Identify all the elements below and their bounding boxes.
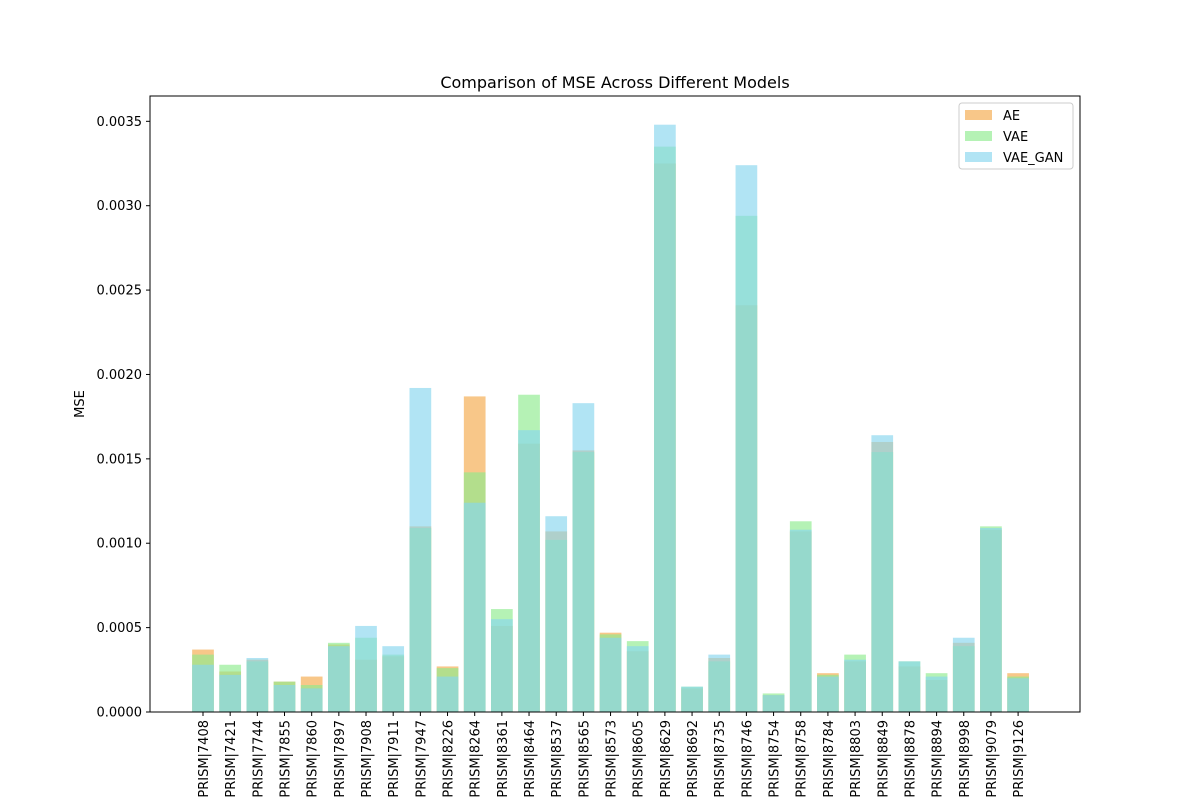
x-tick-label: PRISM|8573 [605, 720, 620, 798]
bar-vae-gan-3 [273, 685, 296, 712]
x-tick-label: PRISM|9126 [1012, 720, 1027, 798]
x-tick-label: PRISM|9079 [985, 720, 1000, 798]
bar-vae-gan-23 [817, 676, 839, 712]
bar-vae-gan-22 [789, 529, 812, 712]
x-tick-label: PRISM|8537 [550, 720, 565, 798]
bar-vae-gan-2 [246, 657, 269, 712]
x-tick-label: PRISM|8758 [795, 720, 810, 798]
bar-vae-gan-13 [545, 516, 568, 712]
bar-vae-gan-16 [626, 646, 649, 712]
legend-label-vae: VAE [1003, 130, 1028, 145]
x-tick-label: PRISM|8692 [686, 720, 701, 798]
bar-vae-gan-18 [681, 686, 703, 712]
x-tick-label: PRISM|8894 [931, 720, 946, 798]
bars-layer [192, 124, 1029, 712]
y-tick-label: 0.0010 [97, 537, 143, 552]
bar-vae-gan-1 [219, 674, 242, 712]
y-tick-label: 0.0035 [97, 115, 143, 130]
bar-vae-gan-27 [925, 676, 948, 712]
x-tick-label: PRISM|8746 [740, 720, 755, 798]
bar-vae-gan-20 [735, 165, 758, 712]
y-tick-label: 0.0005 [97, 621, 143, 636]
y-axis-label: MSE [73, 390, 88, 418]
x-axis-ticks: PRISM|7408 PRISM|7421 PRISM|7744 PRISM|7855… [197, 712, 1027, 798]
y-tick-label: 0.0030 [97, 199, 143, 214]
bar-vae-gan-5 [328, 646, 350, 712]
x-tick-label: PRISM|8998 [958, 720, 973, 798]
x-tick-label: PRISM|8565 [577, 720, 592, 798]
y-tick-label: 0.0025 [97, 284, 143, 299]
x-tick-label: PRISM|7408 [197, 720, 212, 798]
bar-vae-gan-15 [599, 637, 622, 712]
x-tick-label: PRISM|8878 [903, 720, 918, 798]
y-axis-ticks: 0.0000 0.0005 0.0010 0.0015 0.0020 0.0025 0.00… [97, 115, 150, 721]
x-tick-label: PRISM|8803 [849, 720, 864, 798]
x-tick-label: PRISM|8226 [442, 720, 457, 798]
x-tick-label: PRISM|8464 [523, 720, 538, 798]
legend-swatch-ae [965, 110, 992, 120]
legend-label-vae-gan: VAE_GAN [1003, 151, 1063, 166]
bar-vae-gan-14 [572, 403, 595, 712]
x-tick-label: PRISM|8361 [496, 720, 511, 798]
x-tick-label: PRISM|7947 [414, 720, 429, 798]
x-tick-label: PRISM|7897 [333, 720, 348, 798]
legend-label-ae: AE [1003, 109, 1020, 124]
x-tick-label: PRISM|7860 [306, 720, 321, 798]
x-tick-label: PRISM|7911 [387, 720, 402, 798]
x-tick-label: PRISM|8629 [659, 720, 674, 798]
bar-vae-gan-24 [844, 659, 866, 712]
x-tick-label: PRISM|8735 [713, 720, 728, 798]
x-tick-label: PRISM|8754 [768, 720, 783, 798]
y-tick-label: 0.0020 [97, 368, 143, 383]
y-tick-label: 0.0000 [97, 706, 143, 721]
bar-vae-gan-8 [409, 387, 432, 712]
bar-vae-gan-11 [491, 619, 513, 712]
x-tick-label: PRISM|8784 [822, 720, 837, 798]
bar-vae-gan-19 [708, 654, 731, 712]
x-tick-label: PRISM|8849 [876, 720, 891, 798]
y-tick-label: 0.0015 [97, 452, 143, 467]
bar-vae-gan-0 [192, 664, 214, 712]
bar-vae-gan-30 [1007, 678, 1029, 712]
bar-vae-gan-6 [355, 625, 377, 712]
x-tick-label: PRISM|7421 [224, 720, 239, 798]
bar-vae-gan-4 [300, 688, 323, 712]
bar-vae-gan-17 [654, 124, 676, 712]
x-tick-label: PRISM|7855 [279, 720, 294, 798]
bar-vae-gan-21 [762, 695, 785, 712]
x-tick-label: PRISM|7744 [251, 720, 266, 798]
legend: AE VAE VAE_GAN [958, 102, 1074, 170]
chart-title: Comparison of MSE Across Different Model… [440, 73, 789, 92]
bar-vae-gan-26 [898, 661, 921, 712]
bar-vae-gan-25 [871, 435, 894, 712]
bar-vae-gan-12 [518, 430, 540, 712]
bar-vae-gan-28 [952, 637, 975, 712]
bar-vae-gan-7 [382, 646, 405, 712]
bar-vae-gan-10 [463, 502, 486, 712]
x-tick-label: PRISM|8605 [632, 720, 647, 798]
x-tick-label: PRISM|8264 [469, 720, 484, 798]
legend-swatch-vae [965, 131, 992, 141]
plot-frame [149, 95, 1081, 713]
bar-vae-gan-9 [436, 676, 459, 712]
bar-vae-gan-29 [980, 528, 1002, 712]
legend-swatch-vae-gan [965, 152, 992, 162]
x-tick-label: PRISM|7908 [360, 720, 375, 798]
